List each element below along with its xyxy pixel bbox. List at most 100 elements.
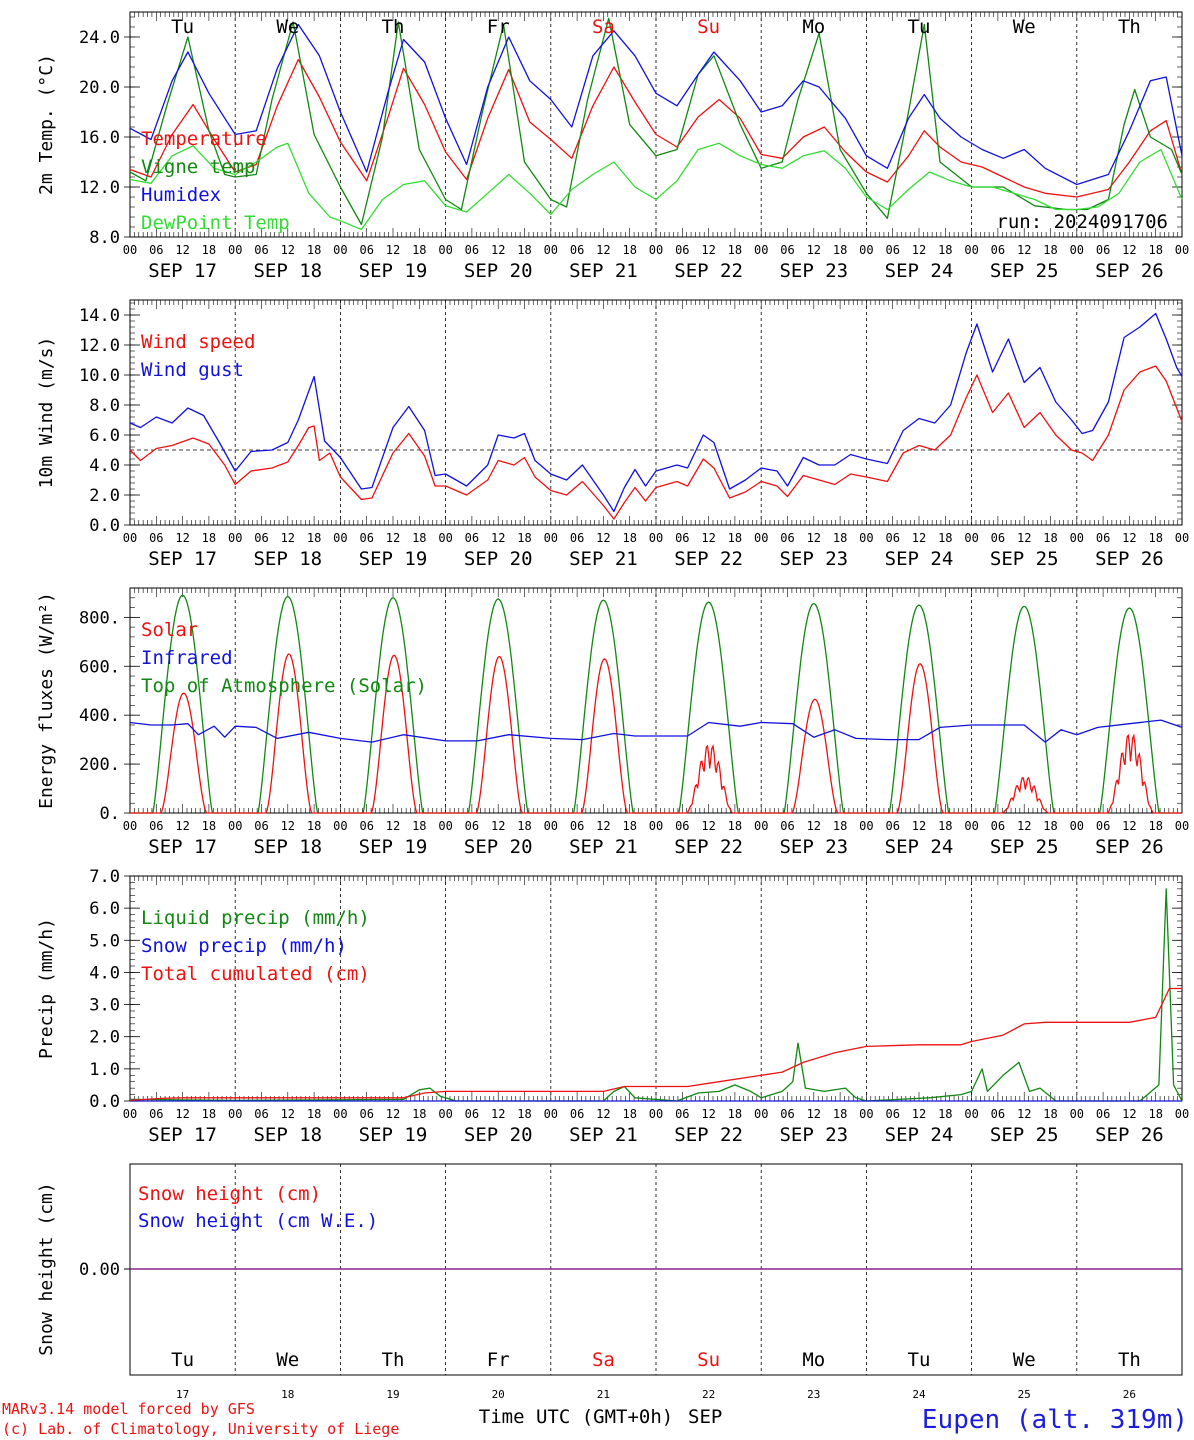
date-label: SEP 22 [674, 260, 743, 282]
hour-tick-label: 06 [991, 243, 1005, 257]
y-axis-label: 2m Temp. (°C) [36, 54, 57, 195]
hour-tick-label: 00 [1175, 243, 1189, 257]
hour-tick-label: 06 [465, 819, 479, 833]
weekday-label: Th [382, 16, 405, 38]
hour-tick-label: 06 [885, 243, 899, 257]
hour-tick-label: 18 [1043, 819, 1057, 833]
hour-tick-label: 18 [833, 531, 847, 545]
hour-tick-label: 12 [1017, 243, 1031, 257]
legend-entry: Total cumulated (cm) [141, 963, 370, 985]
hour-tick-label: 00 [123, 819, 137, 833]
day-number-label: 18 [281, 1388, 294, 1401]
weekday-label: Tu [171, 16, 194, 38]
hour-tick-label: 18 [517, 531, 531, 545]
hour-tick-label: 12 [386, 819, 400, 833]
hour-tick-label: 12 [1122, 531, 1136, 545]
hour-tick-label: 06 [254, 243, 268, 257]
hour-tick-label: 18 [307, 1107, 321, 1121]
date-label: SEP 22 [674, 1124, 743, 1146]
hour-tick-label: 06 [465, 531, 479, 545]
hour-tick-label: 12 [912, 1107, 926, 1121]
hour-tick-label: 12 [281, 243, 295, 257]
panel-5: 0.00 Snow height (cm) Snow height (cm) Snow… [36, 1163, 1183, 1401]
legend-entry: Temperature [141, 128, 267, 150]
hour-tick-label: 12 [386, 1107, 400, 1121]
hour-tick-label: 06 [675, 531, 689, 545]
hour-tick-label: 06 [359, 819, 373, 833]
y-axis-label: Snow height (cm) [36, 1182, 57, 1355]
y-tick-label: 10.0 [79, 366, 120, 386]
hour-tick-label: 06 [885, 819, 899, 833]
hour-tick-label: 18 [412, 819, 426, 833]
hour-tick-label: 12 [596, 243, 610, 257]
hour-tick-label: 06 [780, 819, 794, 833]
hour-tick-label: 00 [333, 243, 347, 257]
hour-tick-label: 18 [307, 819, 321, 833]
date-label: SEP 25 [990, 260, 1059, 282]
y-tick-label: 6.0 [89, 899, 120, 919]
series-line-humidex [129, 23, 1183, 186]
hour-tick-label: 00 [859, 243, 873, 257]
hour-tick-label: 06 [359, 243, 373, 257]
hour-tick-label: 18 [728, 531, 742, 545]
hour-tick-label: 00 [438, 243, 452, 257]
hour-tick-label: 18 [622, 243, 636, 257]
hour-tick-label: 00 [964, 1107, 978, 1121]
hour-tick-label: 00 [649, 1107, 663, 1121]
hour-tick-label: 18 [1148, 1107, 1162, 1121]
date-label: SEP 25 [990, 548, 1059, 570]
legend-entry: Wind speed [141, 331, 255, 353]
hour-tick-label: 00 [1070, 819, 1084, 833]
hour-tick-label: 00 [649, 243, 663, 257]
hour-tick-label: 18 [412, 1107, 426, 1121]
legend-entry: Liquid precip (mm/h) [141, 907, 370, 929]
date-label: SEP 21 [569, 548, 638, 570]
date-label: SEP 20 [464, 836, 533, 858]
weekday-label: Su [697, 1349, 720, 1371]
hour-tick-label: 12 [1122, 1107, 1136, 1121]
hour-tick-label: 18 [202, 243, 216, 257]
credit-line-2: (c) Lab. of Climatology, University of L… [2, 1420, 399, 1438]
y-tick-label: 400. [79, 706, 120, 726]
hour-tick-label: 00 [123, 1107, 137, 1121]
weekday-label: We [1013, 1349, 1036, 1371]
legend-entry: Infrared [141, 647, 233, 669]
weekday-label: Tu [908, 1349, 931, 1371]
legend-entry: Wind gust [141, 359, 244, 381]
series-line-wind-gust [129, 312, 1183, 513]
hour-tick-label: 06 [780, 531, 794, 545]
hour-tick-label: 06 [675, 1107, 689, 1121]
hour-tick-label: 12 [701, 819, 715, 833]
month-label: SEP [688, 1406, 722, 1428]
date-label: SEP 24 [885, 1124, 954, 1146]
date-label: SEP 25 [990, 1124, 1059, 1146]
hour-tick-label: 00 [964, 243, 978, 257]
hour-tick-label: 12 [596, 819, 610, 833]
hour-tick-label: 06 [885, 1107, 899, 1121]
hour-tick-label: 00 [228, 819, 242, 833]
panel-frame [129, 299, 1183, 526]
hour-tick-label: 00 [1070, 1107, 1084, 1121]
hour-tick-label: 18 [833, 243, 847, 257]
date-label: SEP 21 [569, 1124, 638, 1146]
y-tick-label: 0. [100, 804, 120, 824]
hour-tick-label: 18 [412, 531, 426, 545]
day-number-label: 23 [807, 1388, 820, 1401]
hour-tick-label: 12 [912, 243, 926, 257]
date-label: SEP 25 [990, 836, 1059, 858]
hour-tick-label: 12 [701, 243, 715, 257]
y-tick-label: 1.0 [89, 1060, 120, 1080]
hour-tick-label: 12 [1017, 819, 1031, 833]
hour-tick-label: 00 [754, 819, 768, 833]
hour-tick-label: 06 [359, 1107, 373, 1121]
hour-tick-label: 00 [859, 1107, 873, 1121]
hour-tick-label: 00 [228, 1107, 242, 1121]
hour-tick-label: 00 [1070, 243, 1084, 257]
date-label: SEP 26 [1095, 836, 1164, 858]
hour-tick-label: 12 [807, 1107, 821, 1121]
hour-tick-label: 18 [1148, 243, 1162, 257]
y-tick-label: 6.0 [89, 426, 120, 446]
y-tick-label: 3.0 [89, 996, 120, 1016]
legend-entry: Solar [141, 619, 198, 641]
